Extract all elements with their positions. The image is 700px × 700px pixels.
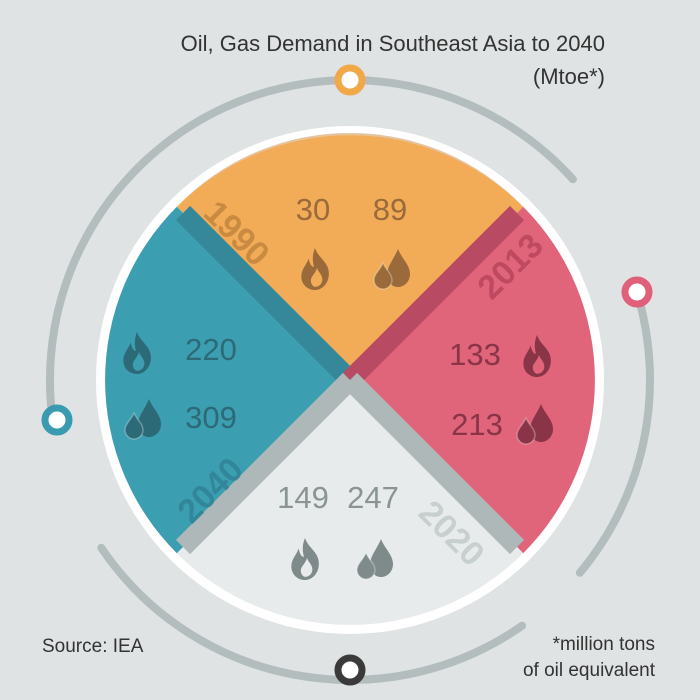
sector-1990 bbox=[176, 135, 524, 380]
arc bbox=[97, 543, 527, 684]
dividers bbox=[175, 205, 525, 555]
divider bbox=[342, 205, 525, 388]
arc bbox=[575, 288, 654, 577]
oil-value: 247 bbox=[347, 480, 399, 515]
oil-value: 89 bbox=[373, 192, 407, 227]
divider bbox=[175, 372, 358, 555]
gas-value: 30 bbox=[296, 192, 330, 227]
sector-2013 bbox=[350, 206, 595, 554]
title: Oil, Gas Demand in Southeast Asia to 204… bbox=[181, 31, 605, 56]
footnote: *million tons bbox=[553, 634, 655, 655]
gas-value: 133 bbox=[449, 337, 501, 372]
gas-value: 149 bbox=[277, 480, 329, 515]
arc bbox=[45, 76, 577, 426]
marker-dot bbox=[334, 654, 366, 686]
marker-dot bbox=[334, 64, 366, 96]
gas-value: 220 bbox=[185, 332, 237, 367]
oil-value: 309 bbox=[185, 400, 237, 435]
divider bbox=[342, 372, 525, 555]
sector-2040 bbox=[105, 206, 350, 554]
sector-2020 bbox=[176, 380, 524, 625]
subtitle: (Mtoe*) bbox=[533, 64, 605, 89]
source: Source: IEA bbox=[42, 636, 144, 657]
divider bbox=[175, 205, 358, 388]
footnote: of oil equivalent bbox=[523, 660, 656, 681]
marker-dot bbox=[41, 404, 73, 436]
outer-arcs bbox=[45, 76, 654, 684]
marker-dot bbox=[621, 276, 653, 308]
oil-value: 213 bbox=[451, 407, 503, 442]
